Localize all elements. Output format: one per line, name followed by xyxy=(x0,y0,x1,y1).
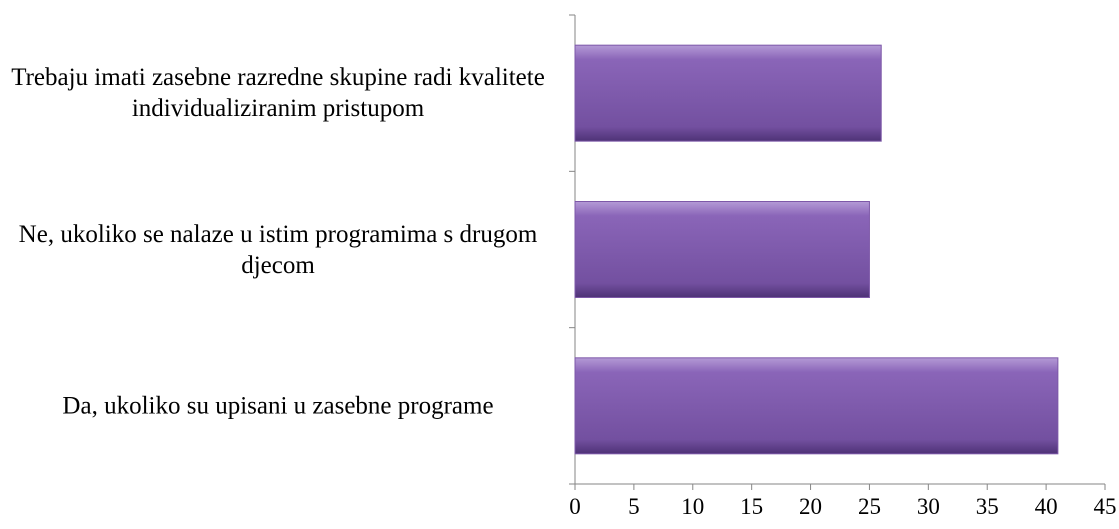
x-tick-label: 35 xyxy=(976,494,999,519)
category-label: Da, ukoliko su upisani u zasebne program… xyxy=(62,392,494,420)
x-tick-label: 15 xyxy=(740,494,763,519)
x-tick-label: 30 xyxy=(917,494,940,519)
x-tick-label: 25 xyxy=(858,494,881,519)
bar xyxy=(574,201,870,298)
category-label: Trebaju imati zasebne razredne skupine r… xyxy=(11,64,545,123)
category-label: Ne, ukoliko se nalaze u istim programima… xyxy=(18,220,538,279)
x-tick-label: 5 xyxy=(628,494,640,519)
x-tick-label: 0 xyxy=(569,494,581,519)
x-tick-label: 20 xyxy=(799,494,822,519)
x-tick-label: 10 xyxy=(681,494,704,519)
bar xyxy=(574,44,882,142)
bar xyxy=(574,357,1059,455)
x-tick-label: 40 xyxy=(1035,494,1058,519)
x-tick-label: 45 xyxy=(1094,494,1117,519)
